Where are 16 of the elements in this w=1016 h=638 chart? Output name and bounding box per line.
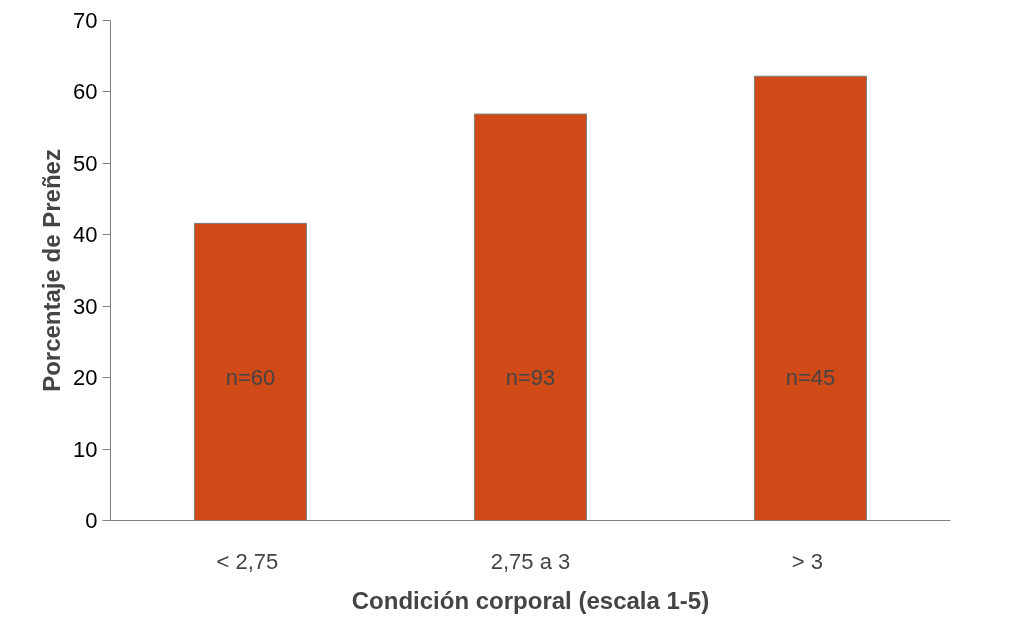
y-tick-label: 30	[73, 293, 98, 319]
y-tick-label: 10	[73, 436, 98, 462]
annotation: n=93	[505, 365, 556, 391]
x-tick-label: > 3	[791, 548, 824, 574]
x-tick-label: 2,75 a 3	[490, 548, 571, 574]
y-tick-label: 0	[85, 508, 98, 533]
y-tick-label: 40	[73, 222, 98, 248]
annotation: n=60	[225, 365, 276, 391]
y-tick-label: 60	[73, 79, 98, 105]
x-tick-label: < 2,75	[216, 548, 279, 574]
y-tick-label: 50	[73, 150, 98, 176]
y-tick-label: 70	[73, 8, 98, 33]
x-axis-title: Condición corporal (escala 1-5)	[351, 586, 710, 614]
y-tick-label: 20	[73, 365, 98, 391]
annotation: n=45	[785, 365, 836, 391]
y-axis-title: Porcentaje de Preñez	[38, 149, 66, 392]
